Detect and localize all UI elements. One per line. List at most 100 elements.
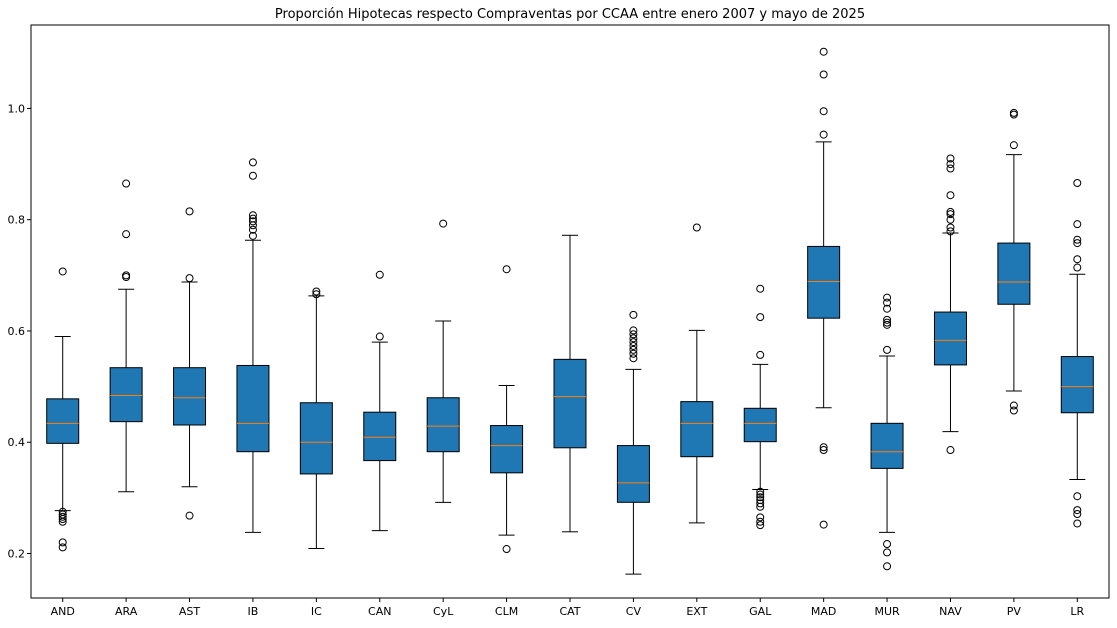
x-tick-label: LR (1070, 605, 1084, 618)
outlier-point (946, 215, 955, 224)
outlier-point (185, 511, 194, 520)
box-iqr (553, 358, 587, 449)
outlier-point (312, 287, 321, 296)
outlier-point (1073, 519, 1082, 528)
outlier-point (1009, 110, 1018, 119)
outlier-point (1073, 506, 1082, 515)
outlier-point (692, 223, 701, 232)
y-tick-label: 0.2 (8, 547, 26, 560)
box-iqr (426, 397, 460, 453)
box-group-AST (173, 207, 207, 520)
outlier-point (1009, 406, 1018, 415)
outlier-point (946, 164, 955, 173)
box-group-PV (997, 108, 1031, 415)
box-group-AND (46, 267, 80, 552)
outlier-point (819, 47, 828, 56)
outlier-point (439, 219, 448, 228)
outlier-point (946, 227, 955, 236)
outlier-point (58, 538, 67, 547)
outlier-point (1009, 141, 1018, 150)
outlier-point (122, 273, 131, 282)
box-iqr (299, 402, 333, 475)
outlier-point (248, 217, 257, 226)
outlier-point (883, 304, 892, 313)
outlier-point (1073, 255, 1082, 264)
outlier-point (756, 350, 765, 359)
box-group-IB (236, 158, 270, 533)
outlier-point (1073, 178, 1082, 187)
x-tick-label: MAD (811, 605, 837, 618)
box-iqr (173, 367, 207, 426)
x-tick-label: CAT (559, 605, 580, 618)
box-group-IC (299, 287, 333, 549)
outlier-point (629, 345, 638, 354)
outlier-point (819, 443, 828, 452)
outlier-point (1009, 401, 1018, 410)
box-iqr (743, 407, 777, 443)
outlier-point (502, 545, 511, 554)
outlier-point (185, 274, 194, 283)
outlier-point (1073, 263, 1082, 272)
outlier-point (756, 517, 765, 526)
outlier-point (629, 334, 638, 343)
outlier-point (502, 265, 511, 274)
outlier-point (58, 517, 67, 526)
box-group-CAN (363, 270, 397, 532)
x-tick-label: ARA (115, 605, 138, 618)
x-tick-label: AND (51, 605, 75, 618)
outlier-point (883, 540, 892, 549)
outlier-point (248, 231, 257, 240)
outlier-point (819, 446, 828, 455)
x-tick-label: CyL (433, 605, 454, 618)
outlier-point (248, 211, 257, 220)
box-iqr (997, 242, 1031, 305)
x-tick-label: PV (1007, 605, 1022, 618)
outlier-point (946, 207, 955, 216)
box-iqr (1060, 356, 1094, 414)
box-iqr (616, 445, 650, 503)
outlier-point (756, 493, 765, 502)
box-group-CyL (426, 219, 460, 503)
outlier-point (122, 230, 131, 239)
outlier-point (375, 270, 384, 279)
plot-frame (30, 24, 1110, 599)
box-group-EXT (680, 223, 714, 524)
outlier-point (312, 290, 321, 299)
outlier-point (629, 330, 638, 339)
y-tick-label: 1.0 (8, 102, 26, 115)
outlier-point (58, 267, 67, 276)
box-group-CAT (553, 234, 587, 533)
outlier-point (756, 499, 765, 508)
outlier-point (883, 293, 892, 302)
box-iqr (236, 364, 270, 453)
outlier-point (883, 548, 892, 557)
box-iqr (680, 401, 714, 458)
outlier-point (883, 298, 892, 307)
outlier-point (883, 562, 892, 571)
outlier-point (946, 160, 955, 169)
x-tick-label: CV (626, 605, 642, 618)
outlier-point (883, 318, 892, 327)
outlier-point (883, 345, 892, 354)
box-iqr (933, 311, 967, 366)
outlier-point (1073, 220, 1082, 229)
outlier-point (756, 490, 765, 499)
boxes-layer (46, 47, 1094, 575)
outlier-point (756, 284, 765, 293)
y-tick-label: 0.8 (8, 214, 26, 227)
box-group-MAD (807, 47, 841, 529)
outlier-point (756, 313, 765, 322)
y-tick-label: 0.4 (8, 436, 26, 449)
box-group-LR (1060, 178, 1094, 528)
outlier-point (946, 446, 955, 455)
box-group-NAV (933, 154, 967, 455)
outlier-point (58, 512, 67, 521)
outlier-point (756, 513, 765, 522)
outlier-point (248, 171, 257, 180)
x-tick-label: CAN (368, 605, 391, 618)
x-tick-label: MUR (874, 605, 900, 618)
x-tick-label: CLM (495, 605, 518, 618)
outlier-point (946, 191, 955, 200)
box-group-MUR (870, 293, 904, 571)
